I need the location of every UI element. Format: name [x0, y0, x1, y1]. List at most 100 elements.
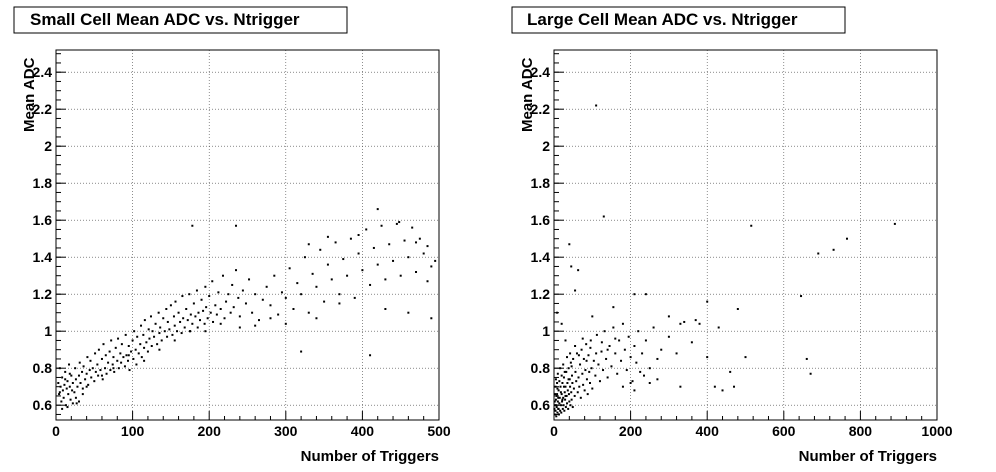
y-tick-label: 2.4: [531, 64, 551, 80]
data-point: [564, 339, 567, 342]
data-point: [191, 322, 194, 325]
data-point: [212, 320, 215, 323]
data-point: [116, 359, 119, 362]
data-point: [202, 309, 205, 312]
y-tick-label: 1.4: [531, 249, 551, 265]
data-point: [338, 302, 341, 305]
data-point: [581, 372, 584, 375]
data-point: [124, 333, 127, 336]
data-point: [569, 404, 572, 407]
data-point: [86, 356, 89, 359]
data-point: [195, 289, 198, 292]
data-point: [713, 385, 716, 388]
data-point: [182, 317, 185, 320]
data-point: [176, 330, 179, 333]
y-tick-label: 1.2: [531, 286, 551, 302]
data-point: [574, 345, 577, 347]
data-point: [254, 324, 257, 327]
data-point: [261, 298, 264, 301]
data-point: [147, 328, 150, 331]
data-point: [805, 357, 808, 360]
y-tick-label: 1.8: [531, 175, 551, 191]
data-point: [154, 322, 157, 325]
data-point: [254, 293, 257, 296]
data-point: [620, 359, 623, 362]
y-axis: 0.6 0.8 1 1.2 1.4 1.6 1.8 2 2.2 2.4: [531, 53, 564, 415]
y-tick-label: 2: [44, 138, 52, 154]
data-point: [817, 252, 820, 255]
data-point: [561, 382, 564, 384]
data-point: [644, 293, 647, 296]
data-point: [434, 259, 437, 262]
data-point: [591, 387, 594, 390]
data-point: [600, 350, 603, 353]
y-tick-label: 1.2: [33, 286, 53, 302]
data-point: [633, 293, 636, 296]
data-point: [235, 269, 238, 272]
data-point: [149, 315, 152, 318]
data-point: [76, 385, 79, 388]
data-point: [194, 315, 197, 318]
data-point: [893, 222, 896, 225]
data-point: [564, 394, 567, 397]
data-point: [376, 263, 379, 266]
grid: [554, 50, 937, 420]
data-point: [101, 378, 104, 381]
data-point: [559, 367, 562, 370]
data-point: [273, 274, 276, 277]
data-point: [556, 311, 559, 314]
data-point: [69, 398, 72, 401]
chart-title-box: [13, 6, 348, 34]
grid: [56, 50, 439, 420]
data-point: [84, 378, 87, 381]
data-point: [430, 265, 433, 268]
x-axis: 0 100 200 300 400 500: [52, 411, 451, 439]
data-point: [183, 326, 186, 329]
data-point: [580, 348, 583, 351]
data-point: [612, 326, 615, 329]
data-point: [614, 352, 617, 355]
data-point: [717, 326, 720, 329]
data-point: [79, 382, 82, 384]
data-point: [100, 374, 103, 377]
data-point: [558, 380, 561, 383]
data-point: [556, 382, 559, 384]
data-point: [566, 382, 569, 384]
data-point: [565, 370, 568, 373]
data-point: [81, 370, 84, 373]
data-point: [582, 357, 585, 360]
data-point: [606, 376, 609, 379]
data-point: [171, 333, 174, 336]
data-point: [597, 363, 600, 366]
data-point: [139, 343, 142, 346]
data-point: [61, 376, 64, 379]
data-point: [698, 322, 701, 325]
data-point: [372, 246, 375, 249]
data-point: [133, 330, 136, 333]
data-point: [94, 370, 97, 373]
x-tick-label: 0: [52, 423, 60, 439]
data-point: [553, 400, 556, 403]
y-tick-label: 1: [542, 323, 550, 339]
data-point: [554, 398, 557, 401]
y-axis-label: Mean ADC: [21, 57, 38, 132]
data-point: [426, 245, 429, 248]
data-point: [357, 252, 360, 255]
data-point: [97, 348, 100, 351]
data-point: [556, 393, 559, 396]
data-point: [621, 385, 624, 388]
data-point: [205, 306, 208, 309]
data-point: [196, 326, 199, 329]
x-tick-label: 100: [121, 423, 145, 439]
data-point: [592, 359, 595, 362]
data-point: [162, 317, 165, 320]
data-point: [123, 365, 126, 368]
data-point: [598, 380, 601, 383]
data-point: [430, 317, 433, 320]
data-point: [137, 352, 140, 355]
data-point: [652, 326, 655, 329]
data-point: [556, 387, 559, 390]
data-point: [558, 396, 561, 399]
data-point: [292, 308, 295, 310]
data-point: [694, 319, 697, 322]
